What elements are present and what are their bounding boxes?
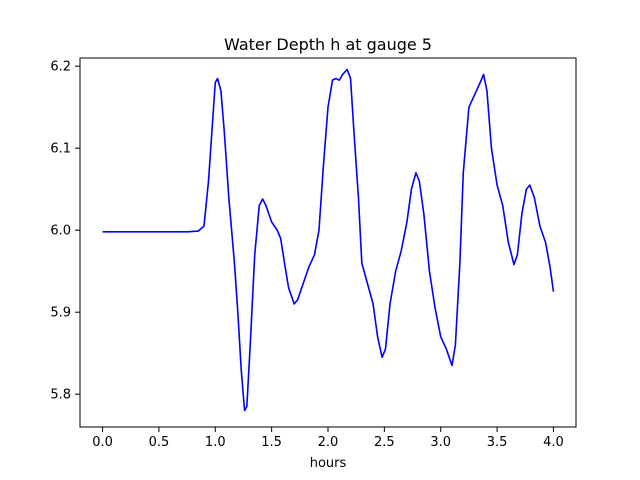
x-tick-label: 2.5 [374,435,395,450]
axes: 0.0 0.5 1.0 1.5 2.0 2.5 3.0 3.5 4.0 5.8 5.9 6.0 6.1 6… [50,57,577,450]
y-tick-label: 5.8 [50,388,71,403]
x-tick-label: 2.0 [318,435,339,450]
y-tick-label: 6.0 [50,224,71,239]
x-tick-label: 4.0 [543,435,564,450]
x-tick-label: 3.5 [487,435,508,450]
x-tick-label: 0.5 [149,435,170,450]
y-tick-label: 5.9 [50,306,71,321]
x-tick-label: 1.0 [205,435,226,450]
x-axis-label: hours [310,456,347,471]
x-tick-label: 3.0 [430,435,451,450]
chart-title: Water Depth h at gauge 5 [224,35,432,54]
x-tick-label: 1.5 [261,435,282,450]
series-line-0 [102,68,555,412]
x-tick-label: 0.0 [92,435,113,450]
plot-area [102,68,555,412]
y-tick-label: 6.2 [50,60,71,75]
y-tick-label: 6.1 [50,142,71,157]
